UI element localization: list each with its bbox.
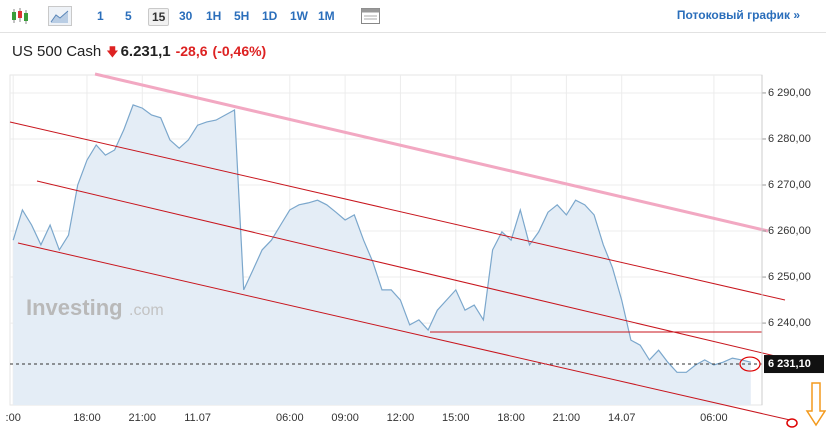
channel-line <box>36 180 776 357</box>
timeframe-button[interactable]: 5H <box>234 9 250 23</box>
area <box>13 104 751 406</box>
timeframe-button[interactable]: 1M <box>318 9 335 23</box>
x-tick-label: 06:00 <box>276 412 304 424</box>
x-tick-label: 09:00 <box>331 412 359 424</box>
change-percent: (-0,46%) <box>212 43 267 59</box>
y-tick-label: 6 290,00 <box>768 87 811 99</box>
watermark-brand: Investing <box>26 295 123 320</box>
x-tick-label: 21:00 <box>129 412 157 424</box>
last-price-label: 6 231,10 <box>768 358 811 370</box>
arrow-marker <box>805 382 826 427</box>
channel-line <box>9 121 786 301</box>
watermark-suffix: .com <box>129 302 164 319</box>
x-tick-label: 14.07 <box>608 412 636 424</box>
timeframe-button[interactable]: 1D <box>262 9 278 23</box>
x-tick-label: 06:00 <box>700 412 728 424</box>
candle-icon[interactable] <box>10 7 30 25</box>
last-price-tag <box>764 355 824 374</box>
y-tick-label: 6 260,00 <box>768 225 811 237</box>
trendline <box>94 72 769 233</box>
timeframe-button[interactable]: 30 <box>179 9 193 23</box>
quote-header: US 500 Cash 🡇 6.231,1 -28,6 (-0,46%) <box>12 43 271 64</box>
stream-link[interactable]: Потоковый график » <box>676 8 800 22</box>
timeframe-button[interactable]: 15 <box>148 8 170 26</box>
price-line <box>12 104 751 373</box>
toolbar: 1 5 15 30 1H 5H 1D 1W 1M Потоковый график » <box>0 0 826 33</box>
timeframe-button[interactable]: 1 <box>97 9 104 23</box>
y-tick-label: 6 240,00 <box>768 317 811 329</box>
x-tick-label: 11.07 <box>184 412 211 424</box>
last-price-circle <box>739 356 761 372</box>
x-tick-label: 15:00 <box>442 412 470 424</box>
area-icon[interactable] <box>48 6 72 26</box>
table-icon[interactable] <box>360 6 382 26</box>
x-tick-label: 12:00 <box>387 412 415 424</box>
x-tick-label: 18:00 <box>73 412 101 424</box>
x-tick-label: 21:00 <box>553 412 581 424</box>
x-tick-label: :00 <box>6 412 21 424</box>
timeframe-button[interactable]: 1W <box>290 9 308 23</box>
down-arrow: 🡇 <box>106 45 119 59</box>
channel-line <box>17 242 791 421</box>
y-tick-label: 6 270,00 <box>768 179 811 191</box>
price: 6.231,1 <box>120 43 171 60</box>
y-tick-label: 6 280,00 <box>768 133 811 145</box>
timeframe-button[interactable]: 5 <box>125 9 132 23</box>
instrument: US 500 Cash <box>12 43 102 60</box>
timeframe-button[interactable]: 1H <box>206 9 222 23</box>
x-tick-label: 18:00 <box>497 412 525 424</box>
change: -28,6 <box>175 43 208 59</box>
y-tick-label: 6 250,00 <box>768 271 811 283</box>
marker-circle <box>786 418 798 428</box>
